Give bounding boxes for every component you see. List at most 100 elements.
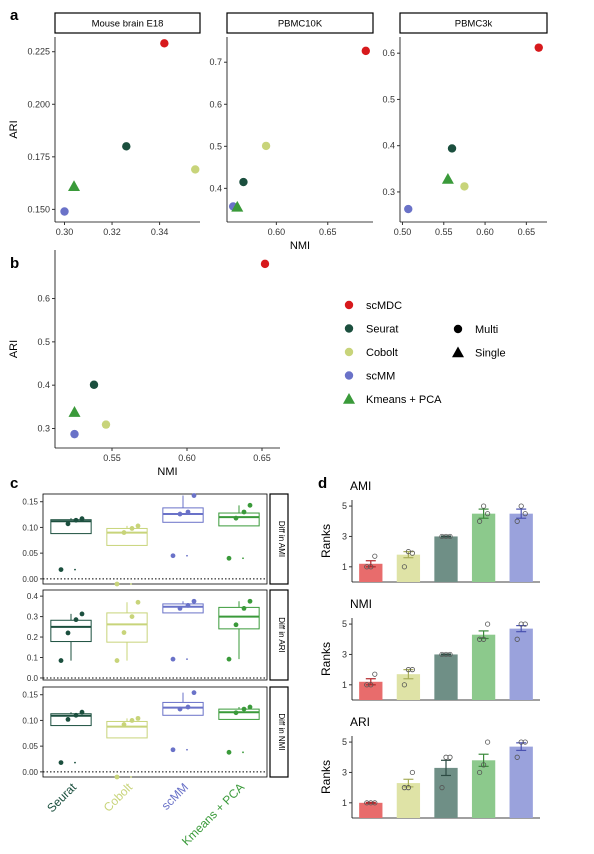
jitter-point [65, 630, 71, 636]
rank-point [368, 682, 374, 688]
bar-cobolt [396, 769, 421, 818]
x-tick-label: 0.65 [518, 227, 536, 237]
legend-key-scmdc [344, 300, 354, 310]
bar-kmeans-pca [471, 503, 496, 582]
box-cobolt [106, 523, 148, 587]
box-kmeans-pca [218, 704, 260, 755]
point-kmeans-pca [231, 200, 244, 212]
jitter-point [129, 614, 135, 619]
rank-point [409, 550, 415, 556]
y-axis-label: Ranks [319, 524, 333, 558]
y-tick-label: 0.4 [209, 183, 222, 193]
legend-shape-key-single [452, 346, 464, 358]
legend-shape-multi: Multi [453, 324, 498, 336]
y-tick-label: 5 [342, 501, 347, 511]
legend-label-scmdc: scMDC [366, 300, 402, 312]
y-tick-label: 0.7 [209, 57, 222, 67]
jitter-point [233, 710, 239, 716]
jitter-point [73, 517, 79, 523]
rank-point [484, 621, 491, 627]
jitter-point [177, 706, 183, 712]
point-cobolt [261, 141, 271, 151]
jitter-point [73, 712, 79, 718]
rank-point [518, 739, 524, 745]
box-body [106, 720, 148, 739]
bar-kmeans-pca [471, 621, 496, 700]
box-body [218, 512, 260, 527]
box-seurat [50, 516, 92, 572]
x-tick-label: 0.55 [103, 453, 121, 463]
jitter-point [191, 690, 197, 696]
point-kmeans-pca [68, 180, 81, 192]
y-axis-label: Ranks [319, 642, 333, 676]
bar-subplot-ami: AMI Ranks 1 3 5 [319, 479, 540, 583]
facet-strip-label: Diff in ARI [277, 617, 286, 652]
bar-scmm [509, 503, 533, 582]
legend-key-cobolt [344, 347, 354, 357]
legend-key-seurat [344, 324, 354, 333]
box-body [162, 701, 204, 716]
bar-kmeans-pca [471, 739, 496, 818]
legend-item-kmeans-pca: Kmeans + PCA [343, 393, 442, 406]
y-tick-label: 3 [342, 767, 347, 777]
y-tick-label: 0.4 [382, 141, 395, 151]
box-body [106, 612, 148, 643]
facet-diff-in-ami: Diff in AMI 0.00 0.05 0.10 0.15 [22, 493, 289, 587]
panel-label-c: c [10, 475, 18, 492]
jitter-point [177, 511, 183, 517]
point-kmeans-pca [441, 172, 454, 184]
bar-rect [434, 654, 458, 700]
jitter-point [129, 526, 135, 531]
bar-rect [434, 536, 458, 582]
facet-frame [42, 493, 268, 585]
box-cobolt [106, 599, 148, 663]
point-scmm [70, 429, 79, 439]
outlier-point [74, 568, 76, 571]
rank-point [372, 671, 378, 677]
bar-rect [359, 802, 383, 818]
box-body [50, 713, 92, 727]
y-tick-label: 0.3 [382, 187, 395, 197]
panel-a: a Mouse brain E18 0.30 0.32 0.34 0.150 0.175 0.… [8, 7, 548, 252]
x-tick-label: 0.60 [268, 227, 286, 237]
jitter-point [135, 715, 141, 721]
y-tick-label: 0.175 [27, 152, 50, 162]
jitter-point [58, 567, 64, 572]
rank-point [514, 636, 520, 642]
box-body [50, 619, 92, 643]
x-axis-label: NMI [290, 240, 310, 252]
bar-scmdc [359, 671, 383, 700]
jitter-point [241, 706, 247, 712]
facet-strip-title: PBMC3k [455, 19, 493, 30]
jitter-point [241, 509, 247, 515]
rank-point [484, 739, 491, 745]
point-kmeans-pca [68, 406, 81, 417]
box-cobolt [106, 715, 148, 780]
subplot-title: ARI [350, 715, 370, 729]
y-tick-label: 0.200 [27, 99, 50, 109]
jitter-point [114, 581, 120, 587]
legend-item-seurat: Seurat [344, 324, 398, 336]
facet-strip [269, 589, 289, 681]
outlier-point [130, 776, 132, 778]
bar-rect [509, 746, 533, 818]
point-scmdc [361, 46, 371, 56]
y-tick-label: 1 [342, 562, 347, 572]
y-tick-label: 3 [342, 531, 347, 541]
facet-diff-in-nmi: Diff in NMI 0.00 0.05 0.10 0.15 [22, 686, 289, 780]
bar-rect [509, 628, 533, 700]
legend: scMDC Seurat Cobolt scMM Kmeans + PCA Multi Si… [343, 300, 506, 406]
jitter-point [58, 658, 64, 663]
jitter-point [177, 606, 183, 611]
point-seurat [122, 142, 131, 151]
jitter-point [247, 704, 253, 710]
outlier-point [242, 557, 244, 560]
subplot-title: NMI [350, 597, 372, 611]
x-tick-label: 0.60 [178, 453, 196, 463]
jitter-point [65, 717, 71, 722]
legend-shape-label-single: Single [475, 348, 506, 360]
bar-subplot-nmi: NMI Ranks 1 3 5 [319, 597, 540, 701]
legend-key-kmeans-pca [343, 393, 355, 404]
facet-strip [399, 12, 548, 34]
facet-diff-in-ari: Diff in ARI 0.0 0.1 0.2 0.3 0.4 [27, 589, 289, 683]
